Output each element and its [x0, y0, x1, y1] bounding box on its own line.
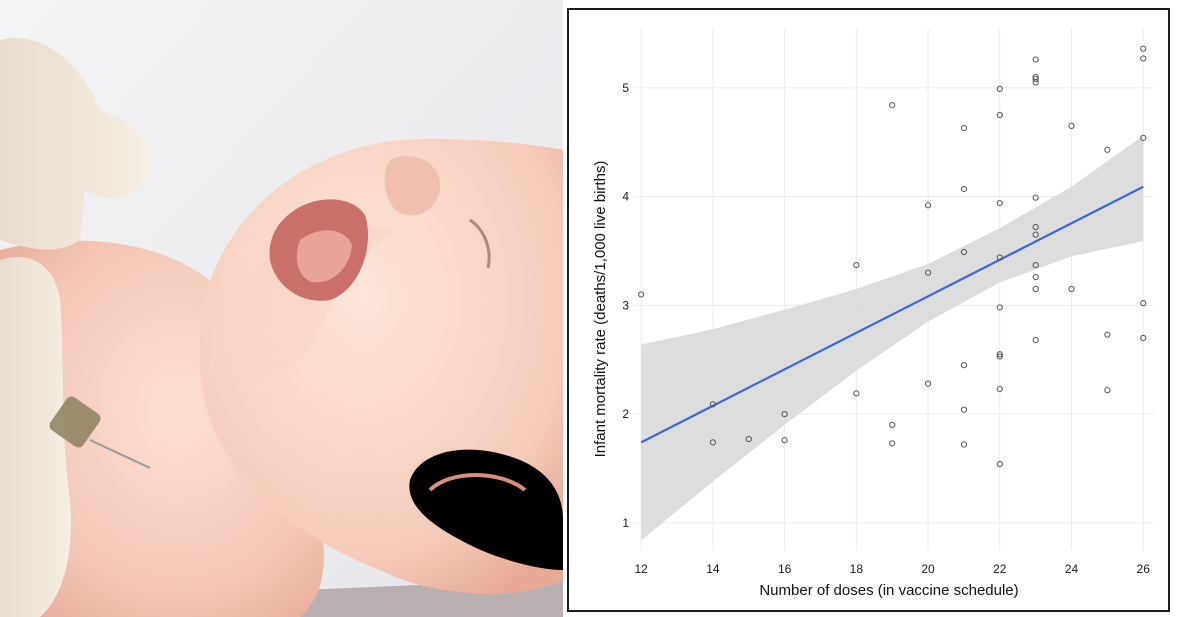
x-axis-title: Number of doses (in vaccine schedule) — [759, 582, 1018, 599]
data-point — [1104, 331, 1111, 338]
x-tick-label: 12 — [634, 562, 648, 576]
data-point — [1068, 285, 1075, 293]
data-point — [1032, 231, 1039, 238]
data-point — [1140, 55, 1147, 62]
data-point — [996, 111, 1003, 119]
data-point — [1032, 79, 1039, 86]
y-axis-title: Infant mortality rate (deaths/1,000 live… — [592, 161, 609, 458]
data-point — [889, 440, 896, 447]
data-point — [1104, 146, 1111, 153]
data-point — [960, 362, 968, 369]
data-point — [1032, 76, 1039, 83]
fit-line — [640, 185, 1144, 444]
data-point — [853, 390, 860, 397]
data-point — [960, 124, 968, 132]
data-point — [996, 254, 1003, 261]
data-point — [996, 385, 1003, 393]
confidence-band — [641, 135, 1144, 541]
baby-eye — [469, 218, 491, 269]
x-tick-label: 20 — [921, 562, 935, 576]
data-point — [709, 439, 716, 446]
data-points — [638, 45, 1147, 468]
data-point — [638, 291, 645, 298]
data-point — [889, 102, 896, 109]
x-tick-label: 18 — [850, 562, 864, 576]
y-tick-label: 5 — [622, 81, 629, 95]
data-point — [1140, 134, 1147, 141]
y-tick-label: 4 — [622, 190, 629, 204]
photo-illustration — [0, 0, 563, 617]
data-point — [924, 202, 932, 209]
x-tick-label: 22 — [993, 562, 1007, 576]
data-point — [960, 248, 968, 256]
data-point — [1032, 261, 1039, 269]
data-point — [1032, 273, 1039, 281]
data-point — [1140, 334, 1147, 342]
ear-fold — [428, 473, 527, 492]
data-point — [745, 435, 752, 443]
data-point — [1032, 194, 1039, 201]
data-point — [924, 380, 932, 387]
x-tick-label: 14 — [706, 562, 720, 576]
data-point — [996, 351, 1003, 358]
data-point — [1140, 45, 1147, 52]
data-point — [924, 269, 932, 276]
baby-tongue — [296, 230, 352, 283]
data-point — [1032, 223, 1039, 231]
data-point — [1104, 387, 1111, 394]
data-point — [1032, 337, 1039, 344]
data-point — [853, 261, 860, 269]
data-point — [781, 410, 788, 418]
x-tick-label: 24 — [1065, 562, 1079, 576]
data-point — [996, 304, 1003, 311]
y-tick-label: 3 — [622, 298, 629, 312]
data-point — [1032, 285, 1039, 293]
baby-nose — [384, 156, 440, 216]
y-tick-label: 2 — [622, 407, 629, 421]
data-point — [889, 421, 896, 429]
data-point — [996, 199, 1003, 207]
data-point — [1140, 300, 1147, 307]
y-axis-ticks: 1 2 3 4 5 — [622, 81, 629, 530]
data-point — [996, 353, 1003, 360]
data-point — [996, 460, 1003, 468]
x-tick-label: 16 — [778, 562, 792, 576]
glove-hand-bottom — [0, 256, 71, 617]
data-point — [709, 401, 716, 408]
syringe-body — [49, 396, 101, 448]
x-axis-ticks: 12 14 16 18 20 22 24 26 — [634, 562, 1150, 576]
data-point — [996, 85, 1003, 93]
data-point — [960, 185, 968, 193]
x-tick-label: 26 — [1137, 562, 1151, 576]
data-point — [1032, 56, 1039, 63]
glove-hand-top — [0, 38, 151, 250]
syringe-needle — [89, 439, 151, 469]
y-tick-label: 1 — [622, 516, 629, 530]
data-point — [781, 437, 788, 444]
data-point — [960, 406, 968, 413]
data-point — [1068, 122, 1075, 129]
baby-vaccination-photo — [0, 0, 563, 617]
data-point — [960, 441, 968, 448]
